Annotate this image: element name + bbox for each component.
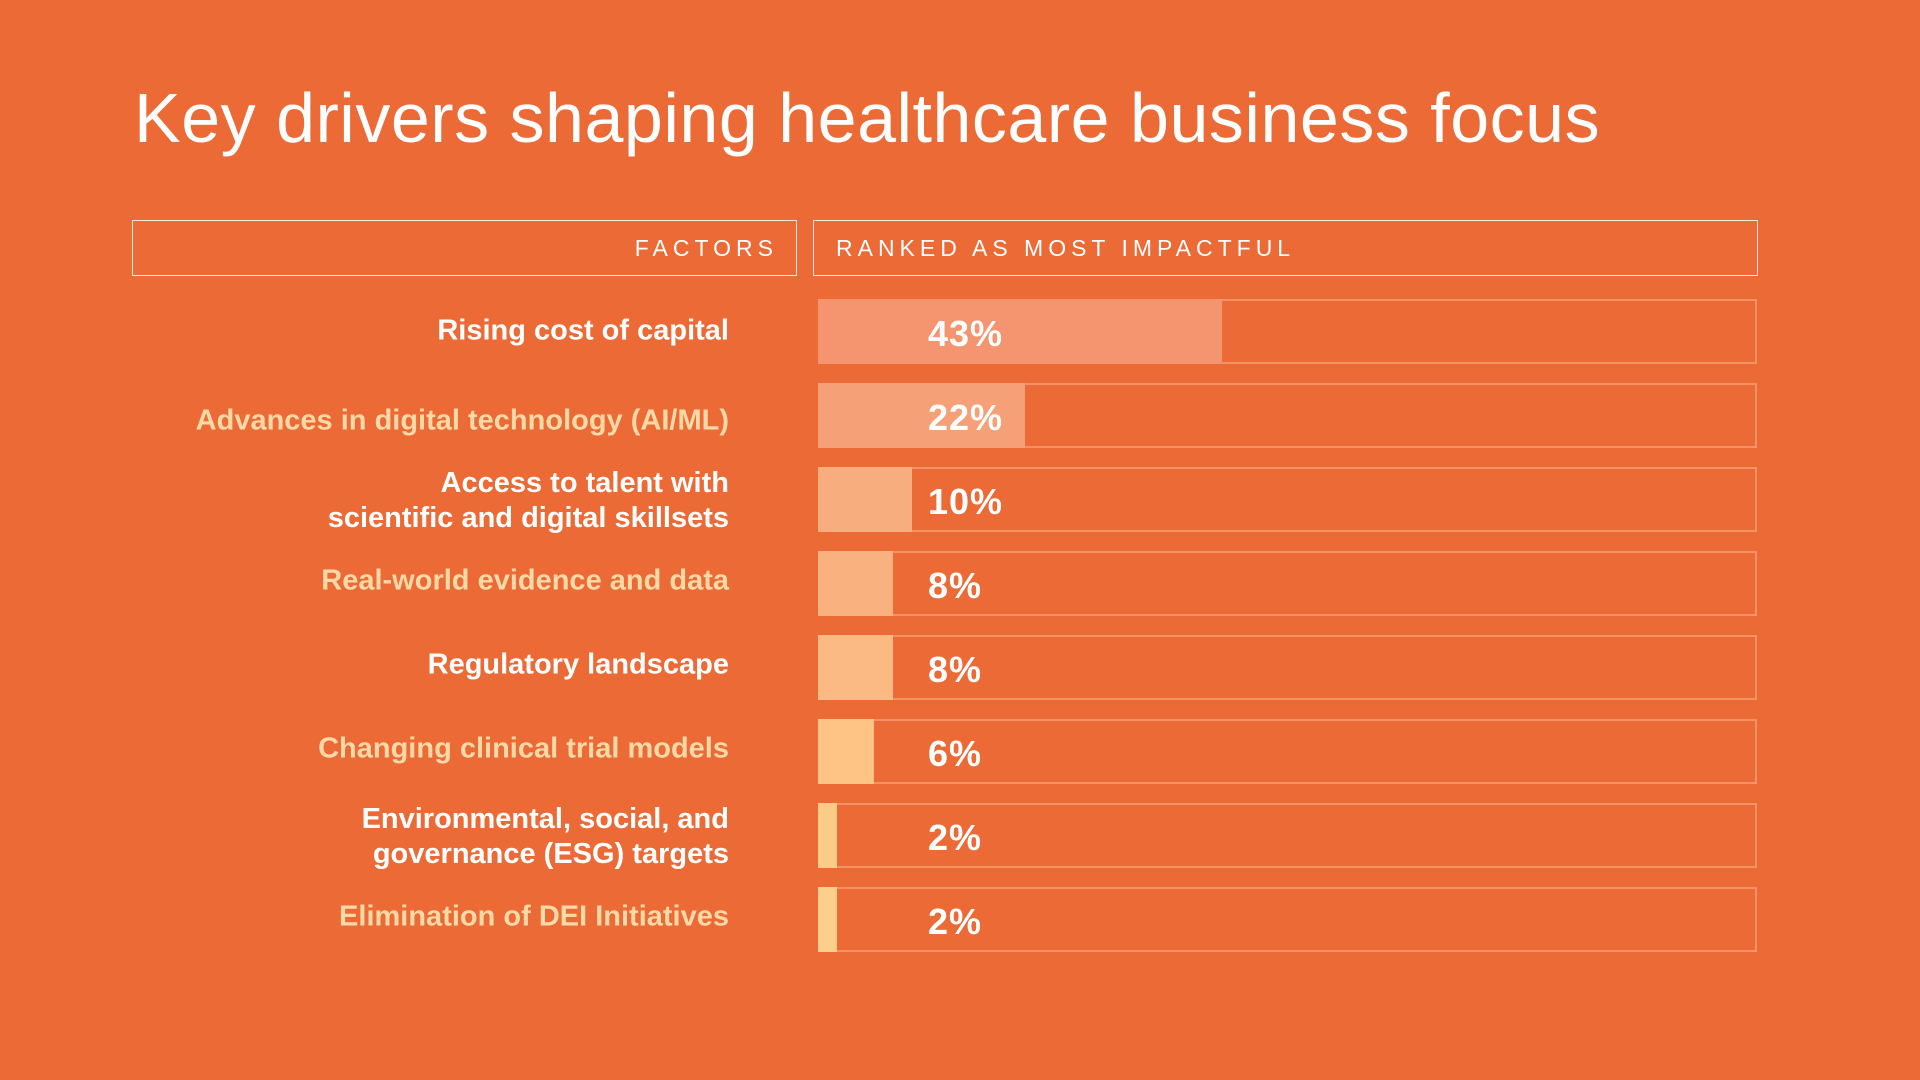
bar <box>818 887 837 952</box>
ranked-header-label: RANKED AS MOST IMPACTFUL <box>836 234 1296 261</box>
factor-label: Environmental, social, and governance (E… <box>361 803 729 870</box>
factor-label: Rising cost of capital <box>437 314 729 347</box>
bar <box>818 467 912 532</box>
chart-title: Key drivers shaping healthcare business … <box>134 79 1601 157</box>
value-label: 8% <box>928 565 983 606</box>
value-label: 8% <box>928 649 983 690</box>
ranked-column-header: RANKED AS MOST IMPACTFUL <box>813 220 1758 276</box>
bar <box>818 551 893 616</box>
bar <box>818 299 1222 364</box>
value-label: 2% <box>928 817 983 858</box>
factor-label: Changing clinical trial models <box>318 732 729 765</box>
bar <box>818 803 837 868</box>
value-label: 43% <box>928 313 1004 354</box>
factor-label: Real-world evidence and data <box>321 564 729 597</box>
value-label: 6% <box>928 733 983 774</box>
bar <box>818 635 893 700</box>
factors-column-header: FACTORS <box>132 220 797 276</box>
factor-label: Advances in digital technology (AI/ML) <box>195 404 729 437</box>
factor-label: Access to talent with scientific and dig… <box>327 467 729 534</box>
bar <box>818 383 1025 448</box>
value-label: 10% <box>928 481 1004 522</box>
factors-header-label: FACTORS <box>634 234 778 261</box>
factor-label: Regulatory landscape <box>427 648 729 681</box>
bar <box>818 719 874 784</box>
factor-label: Elimination of DEI Initiatives <box>339 900 729 933</box>
value-label: 2% <box>928 901 983 942</box>
value-label: 22% <box>928 397 1004 438</box>
